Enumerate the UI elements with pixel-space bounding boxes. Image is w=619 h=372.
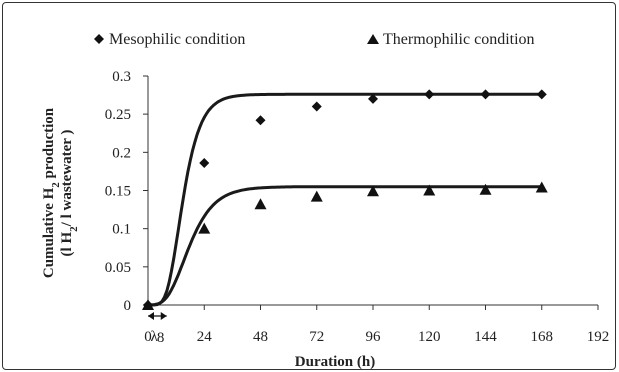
y-tick-label: 0 [124, 298, 132, 314]
fit-curve-thermophilic [147, 185, 542, 307]
x-tick-label: 192 [587, 329, 610, 345]
point-thermophilic [198, 222, 211, 234]
point-thermophilic [423, 184, 436, 196]
y-tick-label: 0.2 [112, 145, 131, 161]
y-tick-label: 0.3 [112, 69, 131, 85]
legend-item-thermophilic: Thermophilic condition [367, 31, 535, 48]
point-thermophilic [142, 299, 154, 310]
svg-text:Cumulative H2 production: Cumulative H2 production [41, 107, 62, 278]
x-tick-label: 144 [474, 329, 497, 345]
fit-curve-mesophilic [148, 92, 542, 307]
lambda-arrowhead-right [160, 312, 167, 320]
fit-curves [147, 92, 542, 307]
series-mesophilic [143, 89, 547, 310]
y-tick-label: 0.25 [105, 107, 131, 123]
point-mesophilic [424, 89, 435, 100]
lambda-value-label: 8 [157, 330, 165, 346]
y-tick-label: 0.05 [105, 260, 131, 276]
point-thermophilic [535, 181, 548, 193]
lambda-symbol: λ [150, 329, 158, 345]
point-mesophilic [255, 115, 266, 126]
point-thermophilic [479, 183, 492, 195]
y-tick-labels: 0 0.05 0.1 0.15 0.2 0.25 0.3 [105, 69, 131, 314]
chart: Mesophilic condition Thermophilic condit… [41, 31, 609, 370]
point-thermophilic [254, 198, 267, 210]
y-tick-label: 0.1 [112, 222, 131, 238]
x-tick-labels: 0 24 48 72 96 120 144 168 192 [144, 329, 609, 345]
x-tick-label: 72 [309, 329, 324, 345]
svg-text:(l H2/ l wastewater ): (l H2/ l wastewater ) [59, 130, 80, 257]
point-thermophilic [367, 185, 379, 197]
point-mesophilic [368, 93, 378, 104]
x-tick-label: 168 [531, 329, 554, 345]
x-tick-label: 120 [418, 329, 441, 345]
lambda-arrowhead-left [148, 312, 154, 320]
point-thermophilic [310, 190, 323, 202]
y-tick-label: 0.15 [105, 184, 131, 200]
y-axis-title: Cumulative H2 production (l H2/ l wastew… [41, 107, 80, 278]
legend-marker-mesophilic [94, 34, 104, 44]
legend-marker-thermophilic [367, 34, 379, 44]
legend: Mesophilic condition Thermophilic condit… [94, 31, 535, 48]
series-thermophilic [142, 181, 548, 310]
point-mesophilic [311, 101, 322, 112]
data-points [142, 89, 548, 310]
x-tick-label: 24 [197, 329, 213, 345]
legend-label-thermophilic: Thermophilic condition [383, 31, 535, 48]
axes [143, 75, 599, 310]
x-axis-title: Duration (h) [295, 354, 375, 370]
legend-item-mesophilic: Mesophilic condition [94, 31, 245, 48]
x-tick-label: 96 [366, 329, 382, 345]
point-mesophilic [480, 89, 491, 100]
x-tick-label: 0 [144, 329, 152, 345]
x-tick-label: 48 [253, 329, 268, 345]
legend-label-mesophilic: Mesophilic condition [109, 31, 245, 48]
point-mesophilic [199, 158, 210, 169]
point-mesophilic [536, 89, 547, 100]
